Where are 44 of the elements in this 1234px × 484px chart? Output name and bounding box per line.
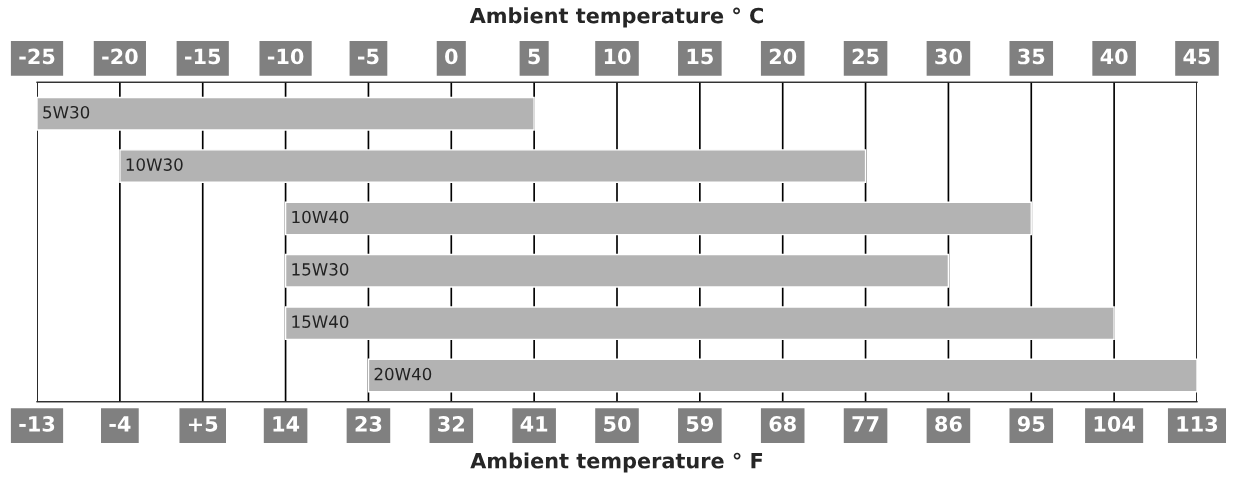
x2-tick-label: +5	[188, 416, 218, 432]
x-tick-label: -5	[358, 48, 379, 65]
x-tick-label: 15	[687, 48, 713, 65]
x-tick-label: 30	[935, 48, 962, 65]
x-tick-label: 0	[445, 48, 458, 65]
x-tick-label: -20	[102, 48, 138, 65]
x-tick-label: 10	[604, 48, 631, 65]
y-tick-label: 5W30	[43, 105, 90, 119]
x-tick-label: -10	[267, 48, 304, 65]
x2-tick-label: 59	[686, 416, 714, 432]
bar	[284, 201, 1032, 236]
x-tick-label: -25	[19, 48, 55, 65]
x2-tick-label: 113	[1177, 415, 1218, 432]
x-tick-label: -15	[185, 48, 221, 65]
x2-axis-title: Ambient temperature ° F	[470, 452, 763, 473]
bar	[284, 253, 950, 288]
x2-tick-label: 23	[355, 415, 382, 432]
bar	[367, 358, 1197, 393]
x2-tick-label: -13	[19, 415, 55, 432]
x-tick-label: 45	[1183, 48, 1211, 65]
y-tick-label: 20W40	[374, 367, 432, 381]
x-tick-label: 25	[852, 48, 879, 65]
x-tick-label: 40	[1100, 48, 1128, 65]
x-tick-label: 35	[1018, 48, 1045, 65]
x2-tick-label: 14	[273, 416, 300, 432]
x2-tick-label: -4	[109, 416, 131, 432]
y-tick-label: 10W30	[126, 158, 183, 171]
x2-tick-label: 86	[935, 415, 962, 432]
x2-tick-label: 41	[520, 416, 548, 432]
x-tick-label: 20	[769, 48, 797, 65]
x2-tick-label: 68	[769, 415, 796, 432]
x2-tick-label: 104	[1094, 415, 1135, 432]
x-tick-label: 5	[528, 48, 540, 65]
x2-tick-label: 50	[604, 415, 631, 432]
x2-tick-label: 32	[438, 415, 464, 432]
chart-title: Ambient temperature ° C	[469, 7, 763, 28]
x2-tick-label: 77	[852, 416, 879, 432]
bar	[284, 306, 1115, 341]
y-tick-label: 15W40	[292, 315, 349, 329]
x2-tick-label: 95	[1017, 416, 1045, 432]
y-tick-label: 15W30	[292, 263, 349, 276]
bar	[119, 149, 867, 183]
bar	[37, 96, 535, 131]
y-tick-label: 10W40	[292, 210, 349, 224]
